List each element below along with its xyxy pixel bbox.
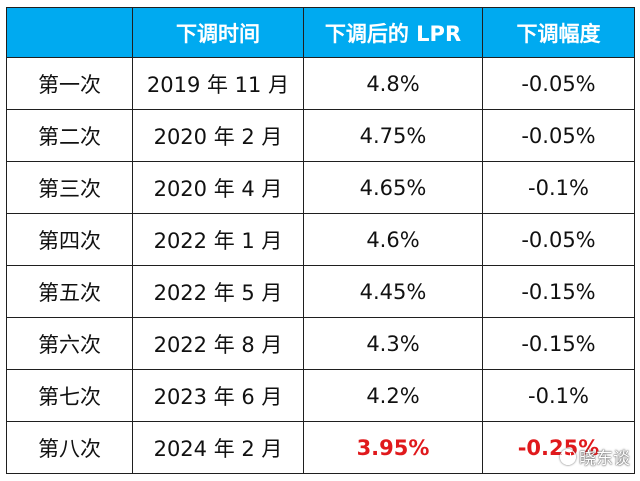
row-label: 第七次: [6, 369, 133, 422]
table-row: 第五次 2022 年 5 月 4.45% -0.15%: [6, 265, 635, 318]
row-date: 2022 年 5 月: [132, 265, 304, 318]
row-lpr: 4.8%: [303, 57, 483, 110]
row-label: 第六次: [6, 317, 133, 370]
row-cut: -0.1%: [482, 369, 635, 422]
row-date: 2020 年 4 月: [132, 161, 304, 214]
row-lpr: 4.45%: [303, 265, 483, 318]
row-lpr: 4.75%: [303, 109, 483, 162]
table-row: 第七次 2023 年 6 月 4.2% -0.1%: [6, 369, 635, 422]
row-cut-highlight: -0.25%: [482, 421, 635, 474]
row-lpr: 4.6%: [303, 213, 483, 266]
row-label: 第三次: [6, 161, 133, 214]
row-label: 第二次: [6, 109, 133, 162]
row-cut: -0.15%: [482, 265, 635, 318]
row-lpr: 4.65%: [303, 161, 483, 214]
header-blank: [6, 7, 133, 58]
row-date: 2022 年 8 月: [132, 317, 304, 370]
header-row: 下调时间 下调后的 LPR 下调幅度: [6, 7, 635, 58]
row-date: 2019 年 11 月: [132, 57, 304, 110]
table-row: 第二次 2020 年 2 月 4.75% -0.05%: [6, 109, 635, 162]
table-row: 第六次 2022 年 8 月 4.3% -0.15%: [6, 317, 635, 370]
table-row: 第三次 2020 年 4 月 4.65% -0.1%: [6, 161, 635, 214]
row-cut: -0.05%: [482, 213, 635, 266]
header-cut: 下调幅度: [482, 7, 635, 58]
row-lpr: 4.3%: [303, 317, 483, 370]
row-date: 2024 年 2 月: [132, 421, 304, 474]
row-cut: -0.1%: [482, 161, 635, 214]
watermark-logo-icon: [560, 448, 576, 465]
row-label: 第四次: [6, 213, 133, 266]
row-cut: -0.05%: [482, 109, 635, 162]
row-date: 2020 年 2 月: [132, 109, 304, 162]
watermark-text: 晓东谈: [579, 449, 630, 469]
table-row: 第一次 2019 年 11 月 4.8% -0.05%: [6, 57, 635, 110]
lpr-table: 下调时间 下调后的 LPR 下调幅度 第一次 2019 年 11 月 4.8% …: [6, 7, 635, 474]
row-label: 第一次: [6, 57, 133, 110]
row-label: 第五次: [6, 265, 133, 318]
row-label: 第八次: [6, 421, 133, 474]
table-row: 第四次 2022 年 1 月 4.6% -0.05%: [6, 213, 635, 266]
watermark: 晓东谈: [560, 444, 630, 469]
row-cut: -0.15%: [482, 317, 635, 370]
row-date: 2023 年 6 月: [132, 369, 304, 422]
row-cut: -0.05%: [482, 57, 635, 110]
table-row: 第八次 2024 年 2 月 3.95% -0.25%: [6, 421, 635, 474]
row-lpr-highlight: 3.95%: [303, 421, 483, 474]
row-lpr: 4.2%: [303, 369, 483, 422]
header-date: 下调时间: [132, 7, 304, 58]
row-date: 2022 年 1 月: [132, 213, 304, 266]
header-lpr: 下调后的 LPR: [303, 7, 483, 58]
